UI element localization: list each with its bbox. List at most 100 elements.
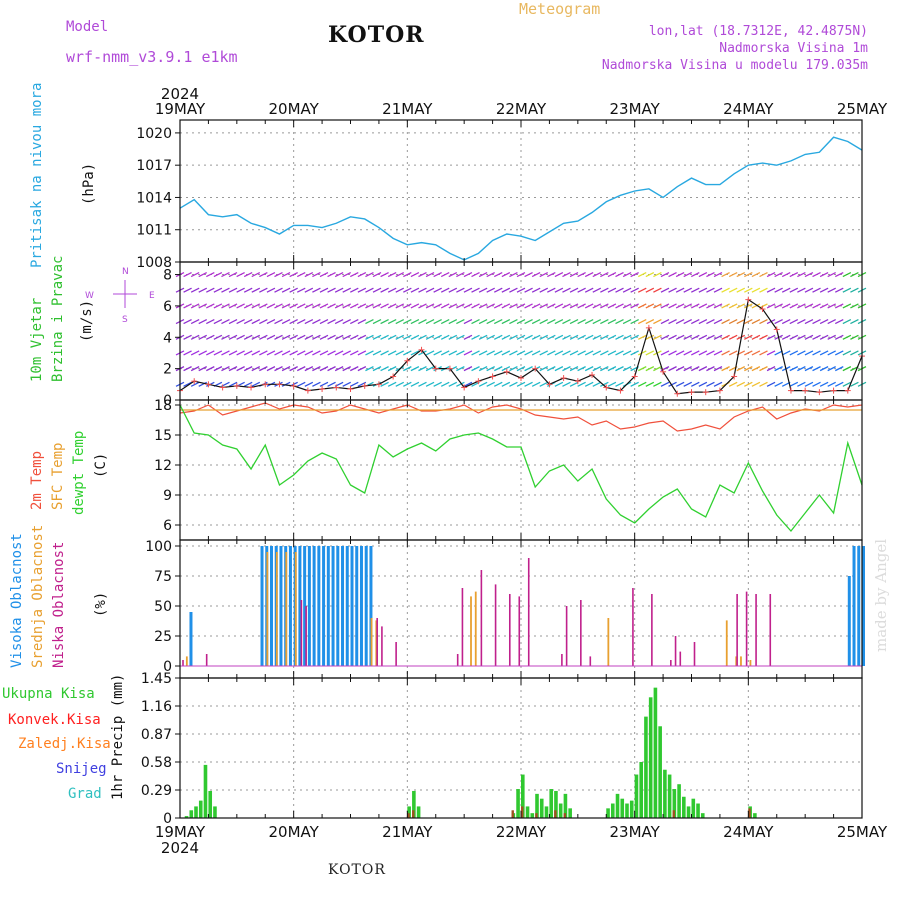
precip-bar [686,806,691,818]
wind-barb [486,287,495,293]
cloud-bar [285,552,288,666]
wind-barb [342,271,352,278]
wind-barb [766,350,776,356]
wind-barb [289,287,298,293]
wind-barb [387,350,397,356]
precip-bar [184,816,189,818]
wind-barb [456,271,465,278]
wind-barb [372,303,382,309]
wind-barb [584,319,594,325]
wind-barb [592,350,602,356]
wind-barb [266,350,276,356]
wind-barb [554,381,564,387]
wind-barb [418,303,427,309]
precip-bar [412,810,415,818]
precip-bar [629,800,634,818]
cloud-bar [260,546,264,666]
wind-barb [637,366,647,372]
wind-barb [721,271,730,278]
wind-barb [456,334,465,340]
wind-barb [433,319,442,325]
cloud-bar [336,546,340,666]
wind-barb [759,319,768,325]
wind-barb [395,319,405,325]
wind-barb [683,381,693,387]
wind-barb [281,287,291,293]
wind-barb [448,287,458,293]
y-tick-label: 1008 [136,255,172,271]
wind-barb [312,381,321,387]
wind-barb [600,319,609,325]
wind-barb [228,271,238,278]
wind-barb [577,319,586,325]
wind-barb [675,350,685,356]
wind-barb [797,287,806,293]
wind-barb [501,366,511,372]
wind-barb [516,271,526,278]
wind-barb [509,271,518,278]
wind-barb [668,381,677,387]
wind-barb [493,287,503,293]
wind-barb [425,366,435,372]
day-label-top: 23MAY [610,100,661,118]
cloud-bar [355,546,359,666]
wind-barb [312,350,321,356]
cloud-bar [470,596,472,666]
legend-convective-rain: Konvek.Kisa [8,712,101,728]
wind-barb [736,319,746,325]
wind-barb [190,271,200,278]
wind-barb [698,350,708,356]
wind-barb [577,303,586,309]
wind-barb [744,303,753,309]
compass-north: N [122,267,129,277]
wind-barb [403,366,412,372]
wind-barb [259,334,268,340]
wind-barb [403,287,412,293]
wind-barb [706,287,715,293]
wind-barb [690,366,700,372]
wind-barb [812,271,821,278]
wind-barb [206,271,215,278]
precip-bar [535,813,538,818]
wind-barb [357,366,367,372]
wind-barb [304,381,314,387]
wind-barb [713,381,723,387]
wind-barb [213,287,223,293]
day-label-top: 21MAY [382,100,433,118]
wind-barb [698,287,708,293]
wind-barb [304,303,314,309]
wind-barb [486,334,495,340]
wind-barb [380,271,389,278]
wind-barb [554,271,564,278]
cloud-bar [589,656,592,666]
wind-barb [448,381,458,387]
wind-barb [736,366,746,372]
wind-barb [827,366,836,372]
wind-barb [789,334,799,340]
wind-barb [448,303,458,309]
wind-barb [516,303,526,309]
wind-barb [410,303,420,309]
wind-barb [584,287,594,293]
wind-barb [600,271,609,278]
wind-barb [554,334,564,340]
wind-barb [274,303,283,309]
wind-barb [190,381,200,387]
wind-barb [675,271,685,278]
precip-bar [198,800,203,818]
wind-barb [266,271,276,278]
wind-barb [433,381,442,387]
y-tick-label: 6 [163,299,172,315]
wind-barb [645,271,655,278]
wind-barb [789,350,799,356]
wind-barb [751,319,761,325]
wind-barb [213,271,223,278]
wind-barb [304,287,314,293]
wind-barb [668,319,677,325]
wind-barb [509,350,518,356]
wind-barb [804,350,814,356]
wind-barb [198,287,208,293]
cloud-bar [279,546,283,666]
wind-barb [804,287,814,293]
